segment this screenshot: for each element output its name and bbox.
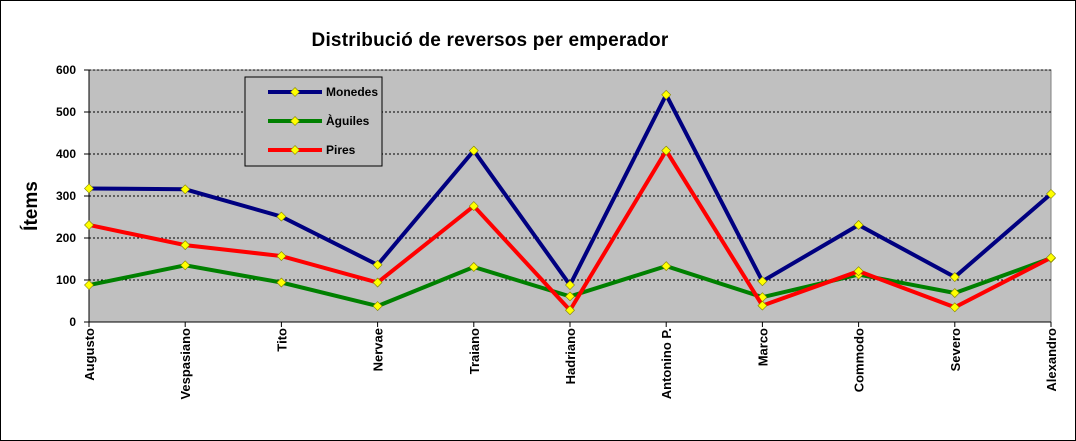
data-point-marker: [565, 280, 575, 290]
data-point-marker: [372, 277, 383, 288]
data-point-marker: [290, 87, 300, 97]
data-point-marker: [276, 211, 287, 222]
data-point-marker: [949, 302, 960, 313]
data-point-marker: [853, 266, 864, 277]
x-axis: Augusto Vespasiano Tito Nervae Traiano Hadria…: [82, 321, 1059, 400]
data-point-marker: [372, 259, 383, 270]
x-tick-label: Commodo: [852, 328, 867, 392]
legend: Monedes Àguiles Pires: [244, 76, 383, 167]
data-point-marker: [661, 145, 672, 156]
series-layer: [84, 89, 1056, 316]
x-tick-label: Augusto: [82, 328, 97, 381]
x-tick-label: Hadriano: [563, 328, 578, 384]
y-tick-label: 300: [56, 189, 76, 203]
x-tick-label: Tito: [274, 328, 289, 352]
y-axis-label: Ítems: [20, 181, 42, 231]
x-tick-label: Traiano: [467, 328, 482, 374]
x-tick-label: Severo: [948, 328, 963, 371]
legend-label: Pires: [326, 143, 356, 157]
legend-label: Monedes: [326, 85, 378, 99]
data-point-marker: [180, 260, 191, 271]
legend-label: Àguiles: [326, 113, 370, 128]
data-point-marker: [276, 277, 287, 288]
data-point-marker: [372, 301, 383, 311]
x-tick-label: Antonino P.: [659, 328, 674, 399]
y-tick-label: 400: [56, 147, 76, 161]
y-axis: 0 100 200 300 400 500 600: [56, 63, 90, 329]
chart-title-container: Distribució de reversos per emperador: [0, 30, 1076, 52]
data-point-marker: [661, 261, 672, 272]
data-point-marker: [468, 201, 479, 212]
data-point-marker: [565, 305, 575, 316]
data-point-marker: [468, 262, 479, 272]
data-point-marker: [1046, 188, 1056, 199]
series-0: [84, 89, 1056, 290]
data-point-marker: [853, 220, 864, 230]
data-point-marker: [290, 145, 300, 155]
data-point-marker: [84, 183, 94, 194]
y-tick-label: 600: [56, 63, 76, 77]
y-tick-label: 100: [56, 273, 76, 287]
series-2: [84, 145, 1056, 316]
data-point-marker: [949, 272, 960, 282]
data-point-marker: [661, 89, 672, 100]
data-point-marker: [1046, 252, 1056, 263]
data-point-marker: [565, 291, 575, 302]
data-point-marker: [180, 184, 191, 195]
data-point-marker: [757, 300, 768, 311]
x-tick-label: Nervae: [371, 328, 386, 371]
y-tick-label: 200: [56, 231, 76, 245]
data-point-marker: [290, 116, 300, 126]
chart-title: Distribució de reversos per emperador: [311, 30, 669, 51]
y-tick-label: 500: [56, 105, 76, 119]
data-point-marker: [84, 220, 94, 230]
data-point-marker: [180, 240, 191, 251]
data-point-marker: [757, 276, 768, 287]
x-tick-label: Alexandro: [1044, 328, 1059, 392]
data-point-marker: [84, 280, 94, 290]
y-tick-label: 0: [69, 315, 76, 329]
x-tick-label: Marco: [755, 328, 770, 366]
x-tick-label: Vespasiano: [178, 328, 193, 400]
data-point-marker: [276, 251, 287, 261]
data-point-marker: [949, 288, 960, 298]
data-point-marker: [468, 145, 479, 156]
